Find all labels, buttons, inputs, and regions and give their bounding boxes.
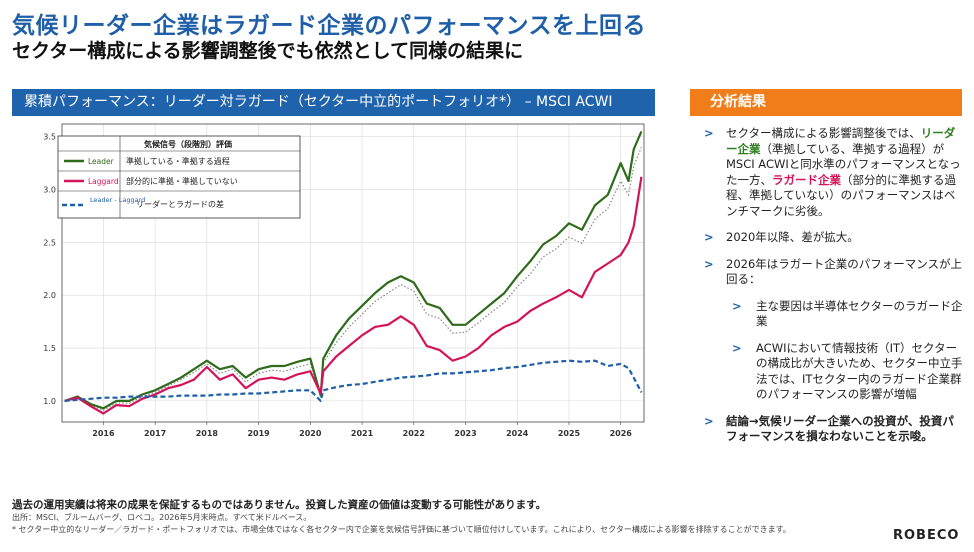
- bullet-marker: >: [704, 230, 714, 244]
- bullet-marker: >: [732, 298, 742, 313]
- disclaimer: 過去の運用実績は将来の成果を保証するものではありません。投資した資産の価値は変動…: [12, 499, 547, 511]
- robeco-logo: ROBECO: [893, 528, 960, 543]
- legend-key-leader: Leader: [88, 157, 115, 166]
- bullet-marker: >: [704, 256, 714, 271]
- analysis-bullet-1: > セクター構成による影響調整後では、リーダー企業（準拠している、準拠する過程）…: [704, 126, 961, 218]
- x-tick-label: 2019: [247, 429, 270, 438]
- y-tick-label: 2.5: [43, 238, 56, 247]
- analysis-bullet-2: > 2020年以降、差が拡大。: [704, 230, 859, 244]
- x-tick-label: 2022: [403, 429, 425, 438]
- series-leader: [64, 130, 643, 410]
- legend-key-diff: Leader - Laggard: [90, 196, 145, 204]
- footnote: * セクター中立的なリーダー／ラガード・ポートフォリオでは、市場全体ではなく各セ…: [12, 525, 791, 534]
- plot-frame: [61, 123, 645, 423]
- legend: 気候信号（段階別）評価 Leader 準拠している・準拠する過程 Laggard…: [57, 135, 301, 219]
- x-tick-label: 2016: [92, 429, 115, 438]
- legend-desc-laggard: 部分的に準拠・準拠していない: [126, 176, 238, 186]
- y-tick-label: 3.0: [43, 186, 56, 195]
- x-tick-label: 2025: [558, 429, 581, 438]
- page-subtitle: セクター構成による影響調整後でも依然として同様の結果に: [12, 40, 524, 62]
- legend-key-laggard: Laggard: [88, 177, 119, 186]
- x-tick-label: 2018: [196, 429, 219, 438]
- y-tick-label: 1.5: [43, 344, 56, 353]
- x-tick-label: 2024: [506, 429, 529, 438]
- analysis-subbullet-2: > ACWIにおいて情報技術（IT）セクターの構成比が大きいため、セクター中立手…: [732, 340, 963, 402]
- series-layer: [64, 130, 643, 415]
- cumulative-performance-chart: 1.0 1.5 2.0 2.5 3.0 3.5 2016 2017 2018 2019 2020 20…: [43, 123, 645, 438]
- y-tick-label: 1.0: [43, 397, 56, 406]
- source-note: 出所：MSCI、ブルームバーグ、ロベコ。2026年5月末時点。すべて米ドルベース…: [12, 513, 312, 522]
- chart-panel-header: 累積パフォーマンス：リーダー対ラガード（セクター中立的ポートフォリオ*） – M…: [12, 89, 655, 116]
- x-tick-label: 2020: [299, 429, 322, 438]
- legend-desc-diff: リーダーとラガードの差: [136, 199, 224, 209]
- bullet-marker: >: [732, 340, 742, 355]
- chart-area: 1.0 1.5 2.0 2.5 3.0 3.5 2016 2017 2018 2019 2020 20…: [12, 116, 655, 446]
- y-tick-label: 3.5: [43, 133, 56, 142]
- x-tick-label: 2023: [454, 429, 476, 438]
- series-benchmark: [64, 146, 642, 412]
- legend-title: 気候信号（段階別）評価: [144, 139, 232, 149]
- series-laggard: [64, 176, 643, 415]
- page-title: 気候リーダー企業はラガード企業のパフォーマンスを上回る: [12, 13, 647, 39]
- bullet-marker: >: [704, 126, 714, 140]
- series-leader-minus-laggard: [64, 359, 643, 402]
- y-tick-label: 2.0: [43, 291, 56, 300]
- laggard-highlight: ラガード企業: [772, 172, 841, 187]
- bullet-marker: >: [704, 413, 714, 428]
- legend-desc-leader: 準拠している・準拠する過程: [126, 156, 230, 166]
- x-tick-label: 2021: [351, 429, 374, 438]
- analysis-bullet-conclusion: > 結論→気候リーダー企業への投資が、投資パフォーマンスを損なわないことを示唆。: [704, 413, 954, 444]
- analysis-bullet-3: > 2026年はラガート企業のパフォーマンスが上回る：: [704, 256, 963, 287]
- x-tick-label: 2026: [610, 429, 633, 438]
- analysis-body: > セクター構成による影響調整後では、リーダー企業（準拠している、準拠する過程）…: [698, 126, 964, 456]
- analysis-subbullet-1: > 主な要因は半導体セクターのラガード企業: [732, 298, 963, 329]
- analysis-header: 分析結果: [690, 89, 962, 116]
- leader-highlight: リーダー企業: [726, 126, 956, 156]
- axis-layer: 1.0 1.5 2.0 2.5 3.0 3.5 2016 2017 2018 2019 2020 20…: [43, 123, 645, 438]
- legend-box: [57, 135, 301, 219]
- x-tick-label: 2017: [144, 429, 166, 438]
